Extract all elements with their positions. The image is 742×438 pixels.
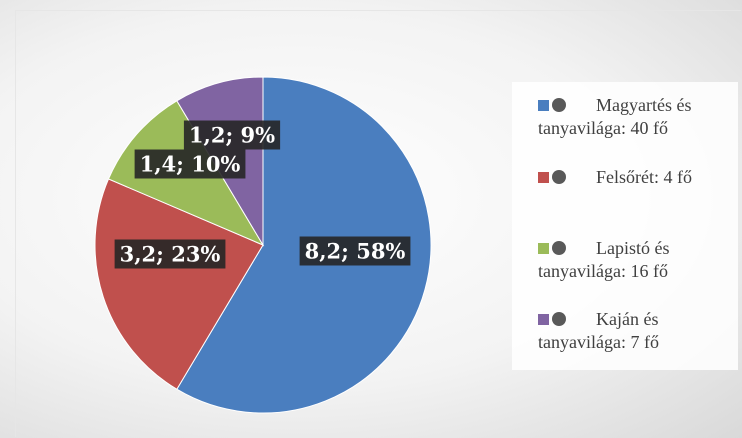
legend-marker <box>552 170 566 184</box>
legend-entry: Lapistó és tanyavilága: 16 fő <box>538 237 734 283</box>
data-label: 3,2; 23% <box>120 242 221 267</box>
data-label: 1,4; 10% <box>140 152 241 177</box>
legend-marker <box>552 241 566 255</box>
legend-label: Magyartés és tanyavilága: 40 fő <box>538 95 692 138</box>
data-label: 8,2; 58% <box>305 239 406 264</box>
legend: Magyartés és tanyavilága: 40 fő Felsőrét:… <box>512 82 738 370</box>
legend-label: Kaján és tanyavilága: 7 fő <box>538 309 659 352</box>
legend-swatch <box>538 172 549 183</box>
frame <box>15 10 741 437</box>
pie-slice <box>94 178 264 390</box>
legend-entry: Kaján és tanyavilága: 7 fő <box>538 308 734 354</box>
legend-entry: Magyartés és tanyavilága: 40 fő <box>538 94 734 140</box>
data-label: 1,2; 9% <box>189 123 275 148</box>
data-label-box <box>183 120 281 150</box>
data-label-box <box>299 236 411 266</box>
legend-swatch <box>538 100 549 111</box>
data-label-box <box>134 149 246 179</box>
legend-swatch <box>538 243 549 254</box>
legend-label: Felsőrét: 4 fő <box>596 167 692 187</box>
data-label-box <box>114 239 226 269</box>
legend-label: Lapistó és tanyavilága: 16 fő <box>538 238 670 281</box>
legend-marker <box>552 312 566 326</box>
legend-marker <box>552 98 566 112</box>
legend-swatch <box>538 314 549 325</box>
legend-entry: Felsőrét: 4 fő <box>538 166 734 189</box>
